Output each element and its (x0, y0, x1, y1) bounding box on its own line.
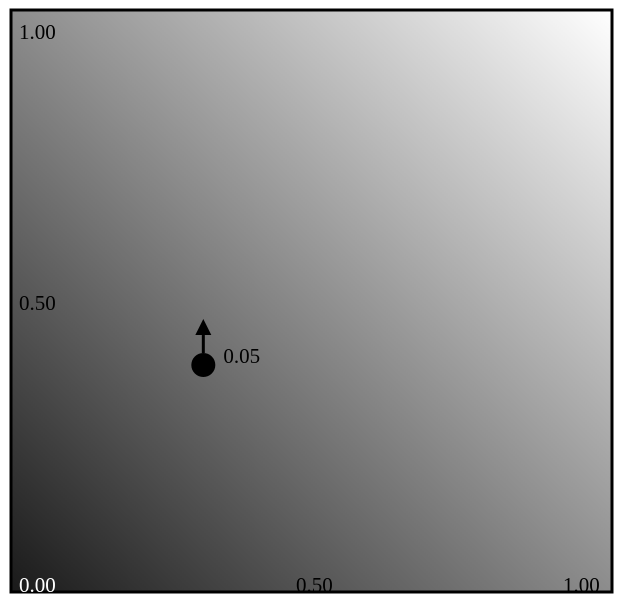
y-tick-label-mid: 0.50 (19, 291, 56, 315)
data-point (191, 353, 216, 378)
arrow-head (195, 319, 212, 336)
y-tick-label-top: 1.00 (19, 20, 56, 44)
x-tick-label-right: 1.00 (563, 573, 600, 597)
arrow-value-label: 0.05 (223, 344, 260, 368)
plot-frame (9, 8, 614, 594)
x-tick-label-mid: 0.50 (296, 573, 333, 597)
x-tick-label-origin: 0.00 (19, 573, 56, 597)
gradient-field (11, 10, 612, 592)
